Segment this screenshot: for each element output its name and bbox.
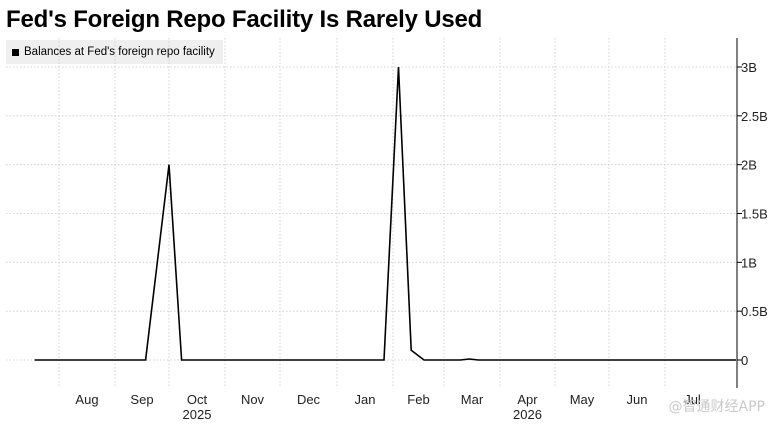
x-tick-label: Apr	[517, 392, 538, 407]
y-tick-label: 3B	[741, 60, 757, 75]
legend: Balances at Fed's foreign repo facility	[6, 40, 223, 64]
y-tick-label: 0.5B	[741, 304, 768, 319]
x-tick-label: Nov	[241, 392, 265, 407]
series-line	[34, 66, 736, 361]
y-tick-label: 0	[741, 353, 748, 368]
x-tick-label: Aug	[75, 392, 98, 407]
x-tick-label: Jul	[684, 392, 701, 407]
x-tick-label: Sep	[130, 392, 153, 407]
legend-label: Balances at Fed's foreign repo facility	[24, 46, 215, 58]
x-tick-label: Dec	[297, 392, 321, 407]
legend-swatch	[12, 48, 19, 56]
chart-title: Fed's Foreign Repo Facility Is Rarely Us…	[6, 6, 483, 33]
x-tick-label: Oct	[187, 392, 208, 407]
x-tick-label: Jan	[355, 392, 376, 407]
x-tick-label: Mar	[461, 392, 484, 407]
y-tick-label: 1.5B	[741, 207, 768, 222]
year-label: 2026	[513, 407, 542, 422]
y-tick-label: 2.5B	[741, 109, 768, 124]
x-tick-label: Jun	[627, 392, 648, 407]
y-tick-label: 2B	[741, 158, 757, 173]
watermark: @智通财经APP	[668, 399, 765, 415]
year-label: 2025	[183, 407, 212, 422]
x-tick-label: May	[570, 392, 595, 407]
y-tick-label: 1B	[741, 255, 757, 270]
x-tick-label: Feb	[407, 392, 429, 407]
